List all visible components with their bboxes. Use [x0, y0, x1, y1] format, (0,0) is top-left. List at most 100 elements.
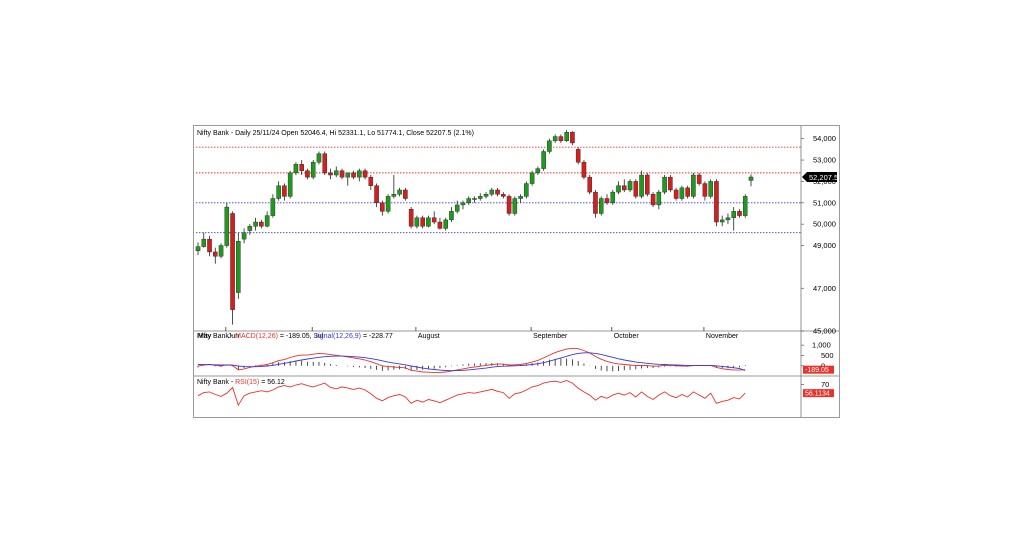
macd-title-part: = -189.05, [278, 333, 314, 340]
candle-body [639, 174, 644, 197]
candle-body [437, 221, 443, 229]
x-label-jun: Jun [228, 333, 239, 340]
candle-body [547, 140, 552, 152]
price-tick-label-5: 49,000 [813, 241, 836, 250]
candle-body [501, 194, 506, 197]
rsi-title-part: Nifty Bank - [197, 379, 235, 386]
candle-body [385, 196, 391, 212]
candle-body [264, 215, 270, 227]
x-label-november: November [706, 333, 739, 340]
candle-body [621, 185, 627, 191]
candle-body [598, 198, 604, 214]
macd-last-tag [803, 365, 834, 374]
candle-body [322, 153, 328, 174]
rsi-last-label: 56.1134 [805, 391, 830, 398]
candle-body [426, 217, 431, 227]
candle-body [564, 132, 569, 142]
macd-title-part: Signal(12,26,9) [314, 333, 361, 340]
candle-body [293, 164, 299, 174]
candle-body [477, 196, 483, 199]
candle-body [333, 170, 339, 176]
macd-title-part: MACD(12,26) [235, 333, 278, 340]
price-tick-label-6: 47,000 [813, 284, 836, 293]
candle-body [230, 213, 235, 310]
candle-body [696, 174, 702, 184]
candle-body [558, 136, 564, 142]
candle-body [668, 176, 673, 191]
candle-body [627, 181, 633, 191]
chart-frame: 54,00053,00052,00051,00050,00049,00047,0… [193, 125, 840, 418]
candle-body [414, 217, 420, 227]
candle-body [587, 176, 592, 193]
candle-body [299, 164, 304, 171]
candle-body [201, 238, 207, 247]
macd-title-part: = -228.77 [361, 333, 393, 340]
candle-body [616, 185, 621, 193]
candle-body [443, 219, 448, 229]
candle-body [374, 185, 379, 203]
candle-body [581, 161, 587, 178]
candle-body [495, 189, 500, 195]
candle-body [731, 211, 736, 218]
candle-body [645, 174, 650, 195]
candle-body [535, 168, 541, 174]
x-label-jul: Jul [314, 333, 323, 340]
candle-body [512, 198, 518, 214]
candle-body [685, 187, 690, 197]
candle-body [662, 176, 667, 193]
candle-body [207, 238, 212, 253]
rsi-title-part: RSI(15) [235, 379, 259, 386]
candle-body [305, 170, 310, 178]
macd-title: Nifty Bank - MACD(12,26) = -189.05, Sign… [197, 333, 393, 340]
rsi-line [197, 380, 746, 407]
candle-body [403, 189, 408, 199]
candle-body [345, 172, 351, 178]
candle-body [368, 176, 374, 186]
macd-tick-label-0: 1,000 [812, 341, 831, 350]
candle-body [593, 191, 598, 214]
candle-body [282, 185, 287, 197]
candle-body [691, 174, 696, 197]
candle-body [633, 181, 639, 197]
x-label-september: September [533, 333, 568, 340]
candle-body [213, 251, 218, 257]
price-chart-title: Nifty Bank - Daily 25/11/24 Open 52046.4… [197, 130, 474, 137]
candle-body [310, 161, 316, 178]
rsi-title: Nifty Bank - RSI(15) = 56.12 [197, 379, 285, 386]
candle-body [725, 217, 731, 221]
x-label-october: October [614, 333, 640, 340]
candle-body [575, 149, 581, 163]
candle-body [449, 211, 454, 221]
candle-body [541, 151, 546, 169]
candle-body [259, 221, 264, 227]
candle-body [270, 198, 276, 216]
candle-body [673, 189, 679, 199]
candle-body [195, 246, 201, 252]
candle-body [408, 208, 414, 227]
x-label-august: August [418, 333, 440, 340]
candle-body [431, 217, 437, 223]
candle-body [708, 181, 713, 197]
candle-body [454, 204, 460, 212]
candle-body [420, 217, 425, 227]
candle-body [276, 185, 281, 199]
candle-body [287, 172, 293, 197]
price-tick-label-7: 45,000 [813, 327, 836, 336]
candle-body [570, 132, 575, 144]
candle-body [460, 202, 466, 206]
candle-body [489, 189, 495, 195]
price-tick-label-4: 50,000 [813, 220, 836, 229]
candle-body [656, 191, 662, 206]
rsi-title-part: = 56.12 [259, 379, 285, 386]
candle-body [650, 194, 656, 206]
candle-body [506, 196, 512, 214]
candle-body [241, 232, 247, 240]
candle-body [552, 136, 558, 142]
rsi-last-tag [803, 389, 834, 398]
candle-body [604, 198, 610, 203]
candle-body [247, 226, 253, 231]
candle-body [529, 172, 535, 184]
rsi-tick-label-0: 70 [821, 380, 829, 389]
candle-body [391, 194, 397, 197]
price-tick-label-0: 54,000 [813, 134, 836, 143]
